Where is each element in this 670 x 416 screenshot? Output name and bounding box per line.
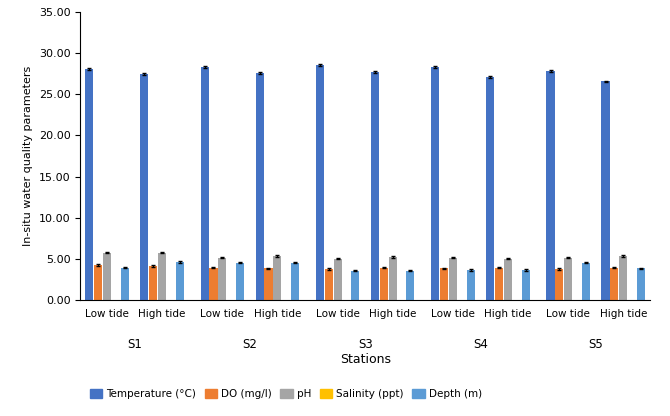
Bar [265, 268, 273, 300]
Bar [85, 69, 93, 300]
Bar [610, 267, 618, 300]
Bar [555, 269, 563, 300]
Bar [121, 267, 129, 300]
Bar [380, 267, 388, 300]
Bar [637, 268, 645, 300]
Text: S2: S2 [243, 338, 257, 352]
Bar [140, 74, 148, 300]
Bar [149, 266, 157, 300]
Bar [94, 265, 103, 300]
Bar [255, 73, 264, 300]
Bar [547, 71, 555, 300]
Bar [406, 271, 415, 300]
Bar [200, 67, 208, 300]
Bar [495, 267, 503, 300]
Bar [371, 72, 379, 300]
Bar [210, 267, 218, 300]
Bar [351, 271, 360, 300]
Bar [440, 268, 448, 300]
Bar [582, 262, 590, 300]
Bar [103, 253, 111, 300]
Bar [236, 262, 244, 300]
Bar [389, 257, 397, 300]
Bar [273, 256, 281, 300]
Y-axis label: In-situ water quality parameters: In-situ water quality parameters [23, 66, 34, 246]
Text: S4: S4 [473, 338, 488, 352]
Bar [291, 262, 299, 300]
Legend: Temperature (°C), DO (mg/l), pH, Salinity (ppt), Depth (m): Temperature (°C), DO (mg/l), pH, Salinit… [86, 385, 486, 404]
Bar [504, 258, 512, 300]
X-axis label: Stations: Stations [340, 353, 391, 366]
Bar [602, 82, 610, 300]
Bar [466, 270, 475, 300]
Bar [176, 262, 184, 300]
Bar [431, 67, 440, 300]
Bar [449, 258, 457, 300]
Bar [325, 269, 333, 300]
Bar [486, 77, 494, 300]
Text: S3: S3 [358, 338, 373, 352]
Bar [334, 258, 342, 300]
Bar [522, 270, 530, 300]
Bar [158, 253, 166, 300]
Bar [564, 258, 572, 300]
Bar [619, 256, 627, 300]
Bar [218, 258, 226, 300]
Text: S1: S1 [127, 338, 142, 352]
Text: S5: S5 [588, 338, 603, 352]
Bar [316, 65, 324, 300]
